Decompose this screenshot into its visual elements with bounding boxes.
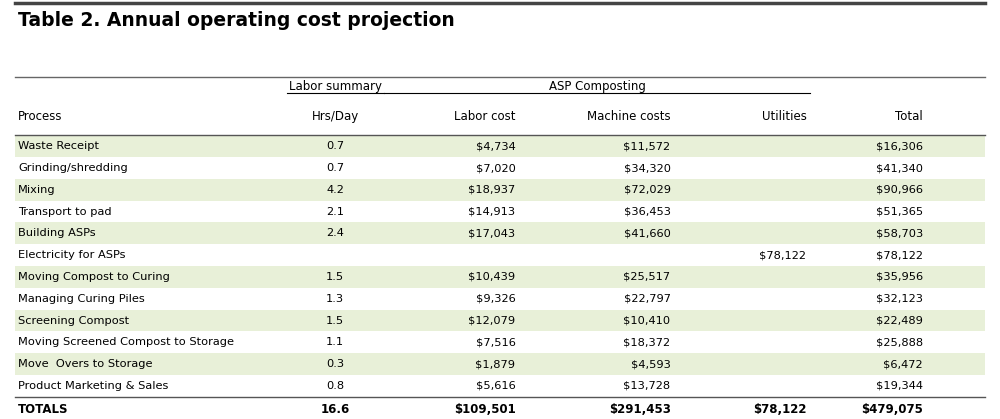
Text: $35,956: $35,956 [876,272,923,282]
Text: $109,501: $109,501 [454,403,515,416]
Text: $90,966: $90,966 [876,185,923,195]
Text: $25,888: $25,888 [876,337,923,347]
Text: 1.5: 1.5 [326,316,344,326]
Bar [15,201,985,222]
Text: Move  Overs to Storage: Move Overs to Storage [18,359,152,369]
Text: Utilities: Utilities [762,110,806,123]
Text: Machine costs: Machine costs [587,110,671,123]
Text: $41,660: $41,660 [624,228,671,238]
Text: Labor cost: Labor cost [454,110,515,123]
Text: $36,453: $36,453 [624,207,671,217]
Text: $72,029: $72,029 [624,185,671,195]
Text: $18,937: $18,937 [468,185,515,195]
Text: $78,122: $78,122 [753,403,806,416]
Text: $13,728: $13,728 [623,381,671,391]
Text: $34,320: $34,320 [624,163,671,173]
Bar [15,135,985,157]
Text: 0.8: 0.8 [326,381,344,391]
Bar [15,3,985,77]
Text: $4,593: $4,593 [631,359,671,369]
Text: $291,453: $291,453 [609,403,671,416]
Bar [15,331,985,353]
Text: 0.7: 0.7 [326,163,344,173]
Text: $7,516: $7,516 [476,337,515,347]
Bar [15,157,985,179]
Text: TOTALS: TOTALS [18,403,68,416]
Text: 16.6: 16.6 [320,403,350,416]
Text: $18,372: $18,372 [623,337,671,347]
Text: $14,913: $14,913 [468,207,515,217]
Text: Hrs/Day: Hrs/Day [311,110,359,123]
Text: Waste Receipt: Waste Receipt [18,141,99,151]
Text: Product Marketing & Sales: Product Marketing & Sales [18,381,168,391]
Text: $5,616: $5,616 [476,381,515,391]
Text: $479,075: $479,075 [861,403,923,416]
Bar [15,266,985,288]
Text: 0.7: 0.7 [326,141,344,151]
Bar [15,179,985,201]
Text: $9,326: $9,326 [476,294,515,304]
Text: Electricity for ASPs: Electricity for ASPs [18,250,126,260]
Bar [15,222,985,244]
Text: $10,439: $10,439 [468,272,515,282]
Text: $6,472: $6,472 [883,359,923,369]
Text: Total: Total [895,110,923,123]
Text: $1,879: $1,879 [475,359,515,369]
Text: $78,122: $78,122 [759,250,806,260]
Text: $58,703: $58,703 [876,228,923,238]
Text: $32,123: $32,123 [876,294,923,304]
Text: 1.3: 1.3 [326,294,344,304]
Text: Table 2. Annual operating cost projection: Table 2. Annual operating cost projectio… [18,11,455,30]
Text: $7,020: $7,020 [476,163,515,173]
Text: 4.2: 4.2 [326,185,344,195]
Text: ASP Composting: ASP Composting [549,80,645,93]
Text: $4,734: $4,734 [476,141,515,151]
Text: $22,489: $22,489 [876,316,923,326]
Text: Process: Process [18,110,62,123]
Text: $51,365: $51,365 [876,207,923,217]
Bar [15,310,985,331]
Text: Grinding/shredding: Grinding/shredding [18,163,128,173]
Text: 0.3: 0.3 [326,359,344,369]
Text: Moving Compost to Curing: Moving Compost to Curing [18,272,170,282]
Text: 2.1: 2.1 [326,207,344,217]
Text: 2.4: 2.4 [326,228,344,238]
Text: Labor summary: Labor summary [289,80,382,93]
Text: Transport to pad: Transport to pad [18,207,112,217]
Text: Building ASPs: Building ASPs [18,228,96,238]
Text: $12,079: $12,079 [468,316,515,326]
Text: $17,043: $17,043 [468,228,515,238]
Text: 1.1: 1.1 [326,337,344,347]
Bar [15,397,985,419]
Text: Moving Screened Compost to Storage: Moving Screened Compost to Storage [18,337,234,347]
Text: $10,410: $10,410 [623,316,671,326]
Text: $16,306: $16,306 [876,141,923,151]
Text: Screening Compost: Screening Compost [18,316,129,326]
Bar [15,288,985,310]
Text: $22,797: $22,797 [624,294,671,304]
Text: $25,517: $25,517 [623,272,671,282]
Text: $41,340: $41,340 [876,163,923,173]
Text: Mixing: Mixing [18,185,56,195]
Text: $11,572: $11,572 [623,141,671,151]
Bar [15,244,985,266]
Text: Managing Curing Piles: Managing Curing Piles [18,294,145,304]
Text: $19,344: $19,344 [876,381,923,391]
Bar [15,353,985,375]
Text: $78,122: $78,122 [876,250,923,260]
Bar [15,375,985,397]
Text: 1.5: 1.5 [326,272,344,282]
